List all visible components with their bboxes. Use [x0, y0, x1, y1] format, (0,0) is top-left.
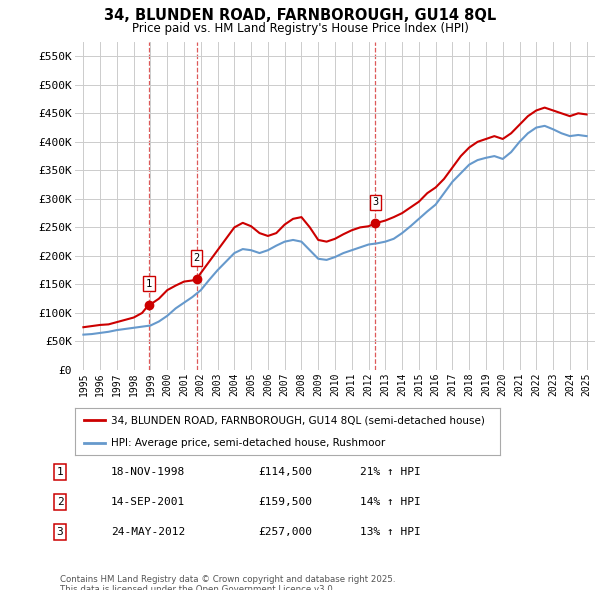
Text: £257,000: £257,000 — [258, 527, 312, 537]
Text: 24-MAY-2012: 24-MAY-2012 — [111, 527, 185, 537]
Text: Contains HM Land Registry data © Crown copyright and database right 2025.
This d: Contains HM Land Registry data © Crown c… — [60, 575, 395, 590]
Text: 3: 3 — [56, 527, 64, 537]
Text: £159,500: £159,500 — [258, 497, 312, 507]
Text: 1: 1 — [56, 467, 64, 477]
Text: 21% ↑ HPI: 21% ↑ HPI — [360, 467, 421, 477]
Text: 1: 1 — [146, 278, 152, 289]
Text: Price paid vs. HM Land Registry's House Price Index (HPI): Price paid vs. HM Land Registry's House … — [131, 22, 469, 35]
Text: 2: 2 — [193, 253, 200, 263]
Text: 14-SEP-2001: 14-SEP-2001 — [111, 497, 185, 507]
Text: 34, BLUNDEN ROAD, FARNBOROUGH, GU14 8QL (semi-detached house): 34, BLUNDEN ROAD, FARNBOROUGH, GU14 8QL … — [111, 415, 485, 425]
Text: 34, BLUNDEN ROAD, FARNBOROUGH, GU14 8QL: 34, BLUNDEN ROAD, FARNBOROUGH, GU14 8QL — [104, 8, 496, 23]
Text: HPI: Average price, semi-detached house, Rushmoor: HPI: Average price, semi-detached house,… — [111, 438, 385, 448]
Text: 18-NOV-1998: 18-NOV-1998 — [111, 467, 185, 477]
Text: 3: 3 — [372, 198, 379, 208]
Text: 14% ↑ HPI: 14% ↑ HPI — [360, 497, 421, 507]
Text: 2: 2 — [56, 497, 64, 507]
Text: £114,500: £114,500 — [258, 467, 312, 477]
Text: 13% ↑ HPI: 13% ↑ HPI — [360, 527, 421, 537]
